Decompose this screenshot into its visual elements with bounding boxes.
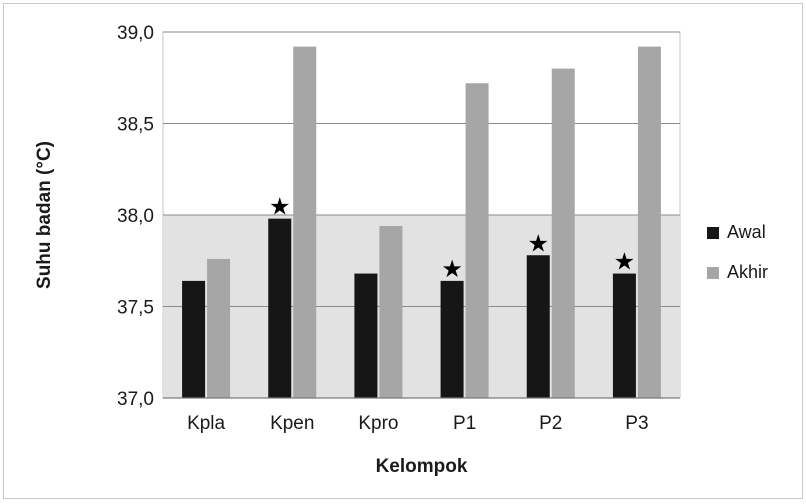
x-tick-label: Kpla [187, 413, 225, 434]
legend-label-akhir: Akhir [727, 262, 768, 282]
bar-akhir-p2 [552, 69, 575, 398]
bar-akhir-kpla [207, 259, 230, 398]
y-axis-title: Suhu badan (°C) [34, 141, 55, 289]
star-annotation: ★ [269, 193, 291, 221]
bar-akhir-p3 [638, 47, 661, 398]
y-tick-label: 37,0 [117, 389, 154, 410]
bar-awal-p2 [527, 255, 550, 398]
legend-swatch-awal [707, 227, 719, 239]
y-tick-label: 37,5 [117, 298, 154, 319]
star-annotation: ★ [441, 255, 463, 283]
y-tick-label: 38,5 [117, 115, 154, 136]
star-annotation: ★ [527, 229, 549, 257]
legend-swatch-akhir [707, 267, 719, 279]
bar-awal-p1 [441, 281, 464, 398]
x-tick-label: P3 [625, 413, 648, 434]
y-tick-label: 39,0 [117, 23, 154, 44]
x-tick-label: Kpen [270, 413, 314, 434]
star-annotation: ★ [614, 248, 636, 276]
bar-akhir-p1 [466, 83, 489, 398]
bar-akhir-kpen [293, 47, 316, 398]
x-tick-label: P2 [539, 413, 562, 434]
bar-akhir-kpro [379, 226, 402, 398]
bar-awal-kpen [268, 219, 291, 398]
legend-label-awal: Awal [727, 222, 766, 242]
x-axis-title: Kelompok [376, 456, 468, 477]
bar-awal-p3 [613, 274, 636, 398]
bar-awal-kpro [354, 274, 377, 398]
x-tick-label: Kpro [358, 413, 398, 434]
bar-awal-kpla [182, 281, 205, 398]
y-tick-label: 38,0 [117, 206, 154, 227]
x-tick-label: P1 [453, 413, 476, 434]
